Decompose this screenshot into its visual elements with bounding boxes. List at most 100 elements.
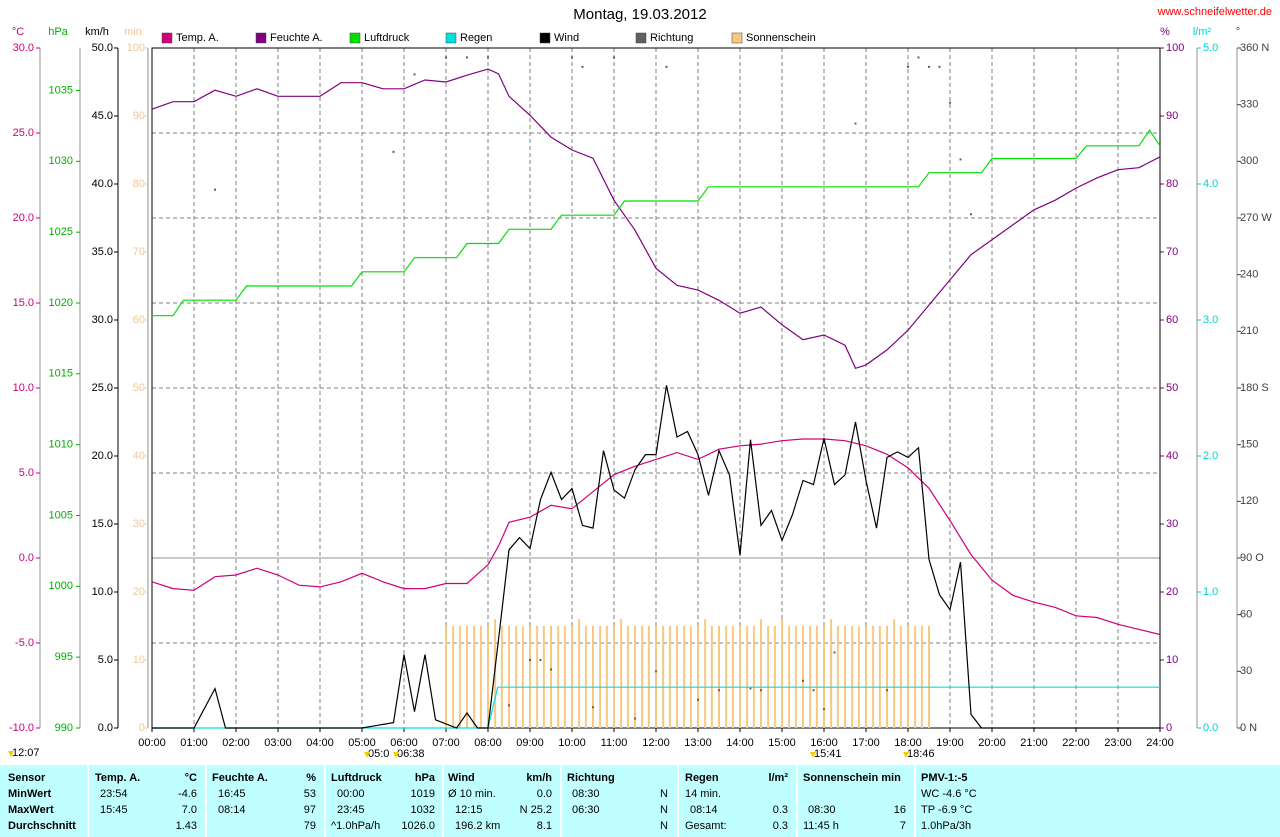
- sunshine-bar: [599, 626, 602, 728]
- sunshine-bar: [725, 626, 728, 728]
- sunshine-bar: [851, 626, 854, 728]
- x-tick-label: 03:00: [264, 737, 292, 749]
- x-tick-label: 15:00: [768, 737, 796, 749]
- legend-swatch: [445, 32, 457, 44]
- table-cell: 1032: [411, 804, 435, 816]
- table-cell: ^1.0hPa/h: [331, 820, 380, 832]
- sunshine-bar: [752, 626, 755, 728]
- y-tick-label: 15.0: [13, 297, 34, 309]
- y-tick-label: 1.0: [1203, 586, 1218, 598]
- annotation: 06:38: [397, 748, 425, 760]
- direction-dot: [854, 122, 857, 125]
- direction-dot: [760, 689, 762, 692]
- sunshine-bar: [571, 626, 573, 728]
- table-cell: 11:45 h: [803, 820, 839, 832]
- sunshine-bar: [683, 626, 686, 728]
- direction-dot: [833, 651, 836, 654]
- table-header: Temp. A.: [95, 772, 140, 784]
- table-cell: 1.0hPa/3h: [921, 820, 971, 832]
- sunshine-bar: [613, 626, 615, 728]
- series-line: [151, 68, 1161, 370]
- table-cell: 1.43: [176, 820, 197, 832]
- x-tick-label: 11:00: [601, 737, 628, 749]
- x-tick-label: 08:00: [474, 737, 502, 749]
- y-tick-label: 1005: [49, 509, 73, 521]
- table-cell: 06:30: [572, 804, 600, 816]
- table-cell: Durchschnitt: [8, 820, 76, 832]
- legend-label: Temp. A.: [176, 32, 219, 44]
- table-separators: [87, 765, 916, 837]
- legend-swatch: [349, 32, 361, 44]
- sunshine-bar: [878, 626, 881, 728]
- sunshine-bar: [844, 626, 846, 728]
- sunshine-bar: [893, 619, 896, 728]
- sunshine-bar: [445, 626, 447, 728]
- sunshine-bar: [542, 626, 545, 728]
- direction-dot: [938, 65, 941, 68]
- y-tick-label: 40: [1166, 450, 1178, 462]
- direction-dot: [613, 56, 615, 59]
- sunshine-bar: [487, 626, 489, 728]
- y-tick-label: 1030: [49, 155, 73, 167]
- y-tick-label: 1015: [49, 368, 73, 380]
- table-cell: 7.0: [182, 804, 197, 816]
- table-cell: 08:30: [572, 788, 600, 800]
- grid: [152, 48, 1160, 728]
- sunshine-bar: [536, 626, 539, 728]
- y-tick-label: 30.0: [13, 42, 34, 54]
- y-tick-label: 90: [1166, 110, 1178, 122]
- sun-marker: [810, 752, 816, 758]
- direction-dot: [392, 150, 395, 153]
- sunshine-bar: [823, 626, 825, 728]
- y-tick-label: 20: [133, 586, 145, 598]
- sunshine-bar: [592, 626, 594, 728]
- direction-dot: [571, 56, 573, 59]
- y-tick-label: 30.0: [92, 314, 113, 326]
- legend-label: Wind: [554, 32, 579, 44]
- y-tick-label: 100: [127, 42, 145, 54]
- legend-label: Richtung: [650, 32, 693, 44]
- sunshine-bar: [704, 619, 707, 728]
- y-tick-label: 1000: [49, 580, 73, 592]
- direction-dot: [214, 188, 216, 191]
- sunshine-bar: [515, 626, 518, 728]
- x-tick-label: 24:00: [1146, 737, 1174, 749]
- y-tick-label: 5.0: [19, 467, 34, 479]
- table-header: l/m²: [768, 772, 788, 784]
- table-cell: N: [660, 820, 668, 832]
- sunshine-bar: [809, 626, 812, 728]
- legend-swatch: [635, 32, 647, 44]
- legend-swatch: [255, 32, 267, 44]
- x-tick-label: 19:00: [936, 737, 964, 749]
- axis-unit: %: [1160, 26, 1170, 38]
- y-tick-label: 330: [1240, 99, 1258, 111]
- y-tick-label: 360 N: [1240, 42, 1269, 54]
- y-tick-label: 10: [1166, 654, 1178, 666]
- x-tick-label: 13:00: [684, 737, 712, 749]
- sunshine-bar: [458, 626, 461, 728]
- sunshine-bar: [718, 626, 720, 728]
- sunshine-bar: [479, 626, 482, 728]
- sunshine-bar: [578, 619, 581, 728]
- table-cell: 1026.0: [401, 820, 435, 832]
- y-tick-label: 5.0: [1203, 42, 1218, 54]
- sunshine-bar: [466, 626, 468, 728]
- x-tick-label: 21:00: [1020, 737, 1048, 749]
- y-tick-label: 50: [133, 382, 145, 394]
- sunshine-bar: [767, 626, 770, 728]
- direction-dot: [949, 101, 951, 104]
- y-tick-label: 25.0: [13, 127, 34, 139]
- y-tick-label: 70: [1166, 246, 1178, 258]
- sunshine-bar: [529, 626, 531, 728]
- sunshine-bar: [920, 626, 923, 728]
- sunshine-bar: [689, 626, 692, 728]
- sunshine-bar: [494, 619, 497, 728]
- y-tick-label: 90: [133, 110, 145, 122]
- table-cell: 08:30: [808, 804, 836, 816]
- axis-unit: hPa: [48, 26, 68, 38]
- table-cell: MinWert: [8, 788, 52, 800]
- x-tick-label: 07:00: [432, 737, 460, 749]
- y-tick-label: 4.0: [1203, 178, 1218, 190]
- y-tick-label: 70: [133, 246, 145, 258]
